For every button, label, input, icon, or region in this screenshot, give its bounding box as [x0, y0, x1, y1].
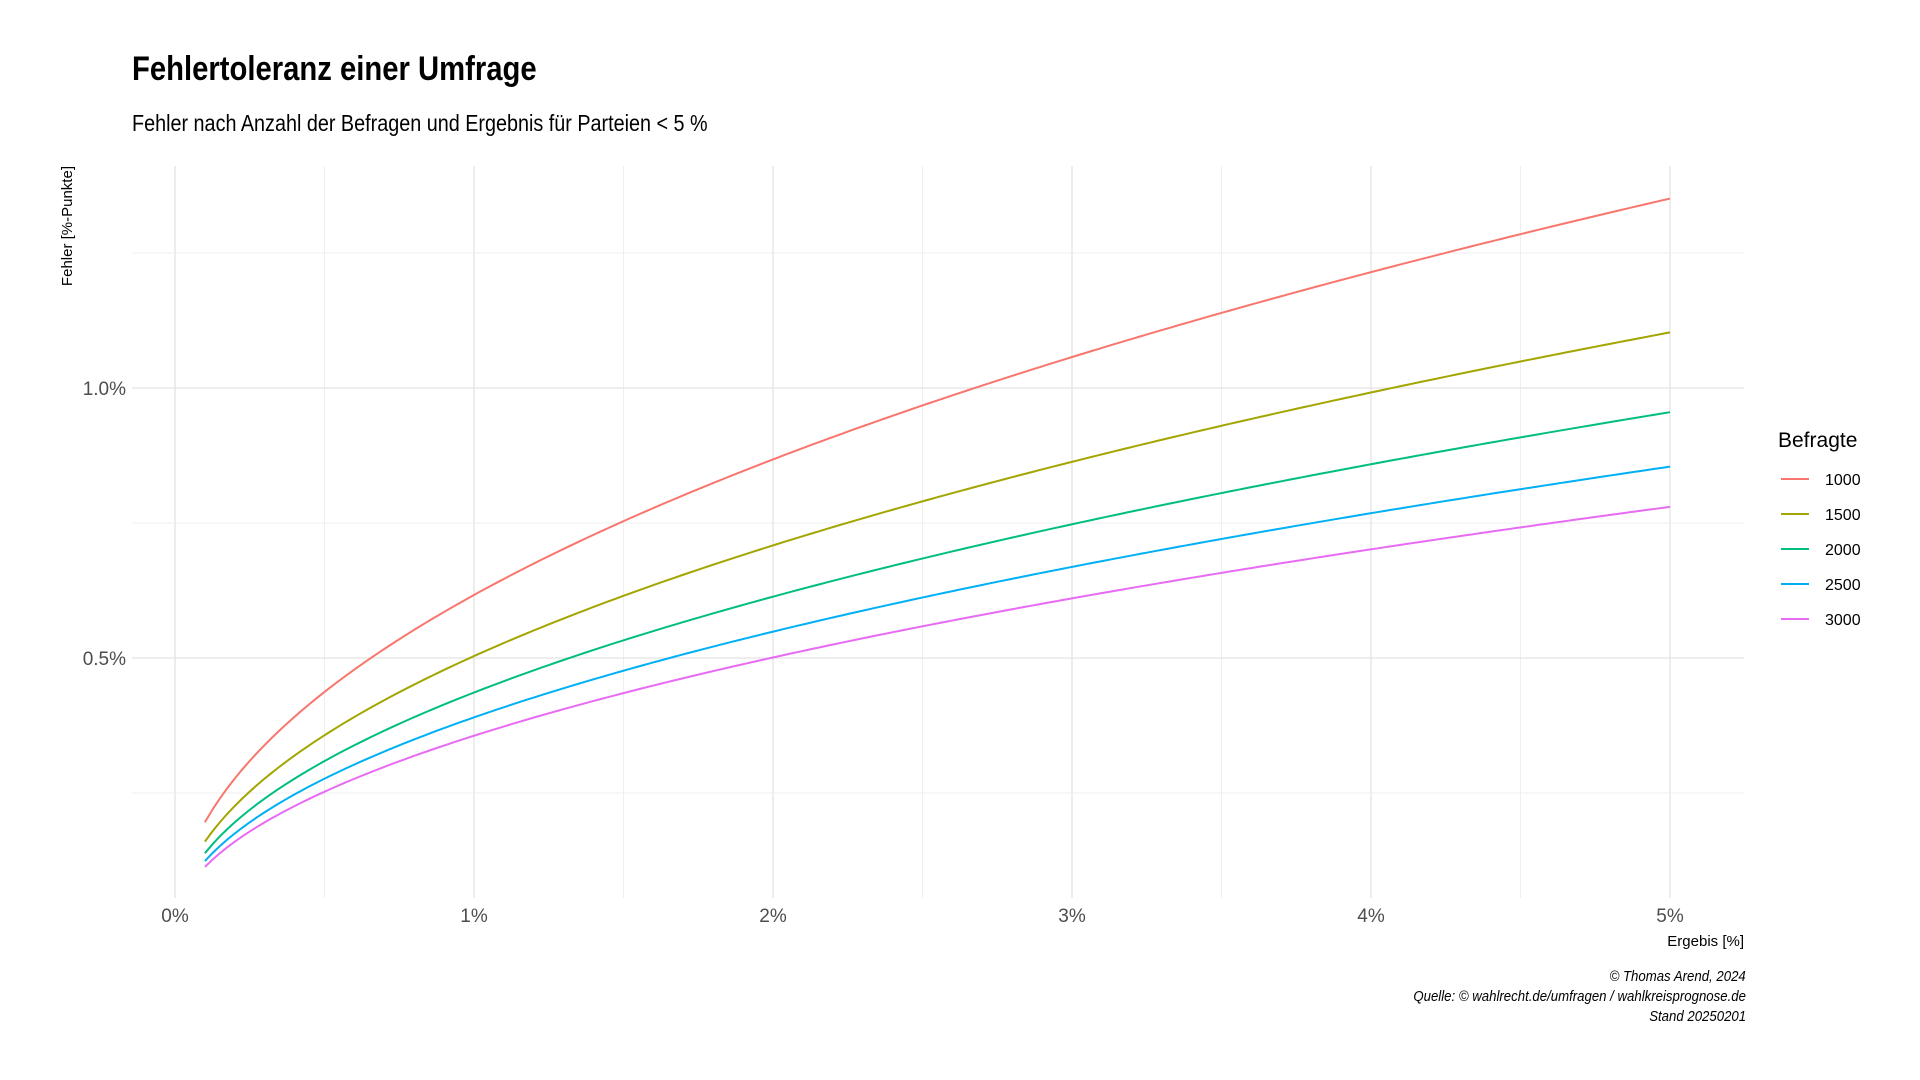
legend-label: 2500 — [1825, 577, 1861, 594]
series-line-1000 — [204, 197, 1671, 823]
legend-item: 1500 — [1781, 507, 1861, 524]
legend-label: 2000 — [1825, 542, 1861, 559]
x-tick-label: 5% — [1656, 906, 1684, 927]
grid — [132, 166, 1744, 898]
series-line-2500 — [204, 465, 1671, 862]
chart-subtitle: Fehler nach Anzahl der Befragen und Erge… — [132, 110, 708, 136]
caption-date: Stand 20250201 — [1649, 1008, 1746, 1025]
x-tick-label: 0% — [161, 906, 189, 927]
legend-label: 3000 — [1825, 612, 1861, 629]
y-tick-label: 1.0% — [83, 379, 126, 400]
legend-item: 1000 — [1781, 472, 1861, 489]
legend-label: 1000 — [1825, 472, 1861, 489]
series-line-2000 — [204, 411, 1671, 854]
legend-item: 2500 — [1781, 577, 1861, 594]
caption-copyright: © Thomas Arend, 2024 — [1609, 968, 1746, 985]
y-axis-title: Fehler [%-Punkte] — [59, 166, 76, 286]
x-axis-title: Ergebis [%] — [1667, 933, 1744, 950]
legend-item: 2000 — [1781, 542, 1861, 559]
y-tick-label: 0.5% — [83, 649, 126, 670]
legend-title: Befragte — [1778, 429, 1857, 452]
x-tick-label: 3% — [1058, 906, 1086, 927]
x-tick-label: 1% — [460, 906, 488, 927]
legend: Befragte 1000 1500 2000 2500 3000 — [1778, 429, 1861, 629]
series-line-3000 — [204, 505, 1671, 868]
y-axis-ticks: 0.5% 1.0% — [83, 379, 126, 670]
x-axis-ticks: 0% 1% 2% 3% 4% 5% — [161, 906, 1684, 927]
caption-source: Quelle: © wahlrecht.de/umfragen / wahlkr… — [1413, 988, 1746, 1005]
x-tick-label: 2% — [759, 906, 787, 927]
legend-label: 1500 — [1825, 507, 1861, 524]
chart-title: Fehlertoleranz einer Umfrage — [132, 50, 537, 88]
series-lines — [204, 197, 1671, 868]
series-line-1500 — [204, 331, 1671, 843]
legend-item: 3000 — [1781, 612, 1861, 629]
x-tick-label: 4% — [1357, 906, 1385, 927]
